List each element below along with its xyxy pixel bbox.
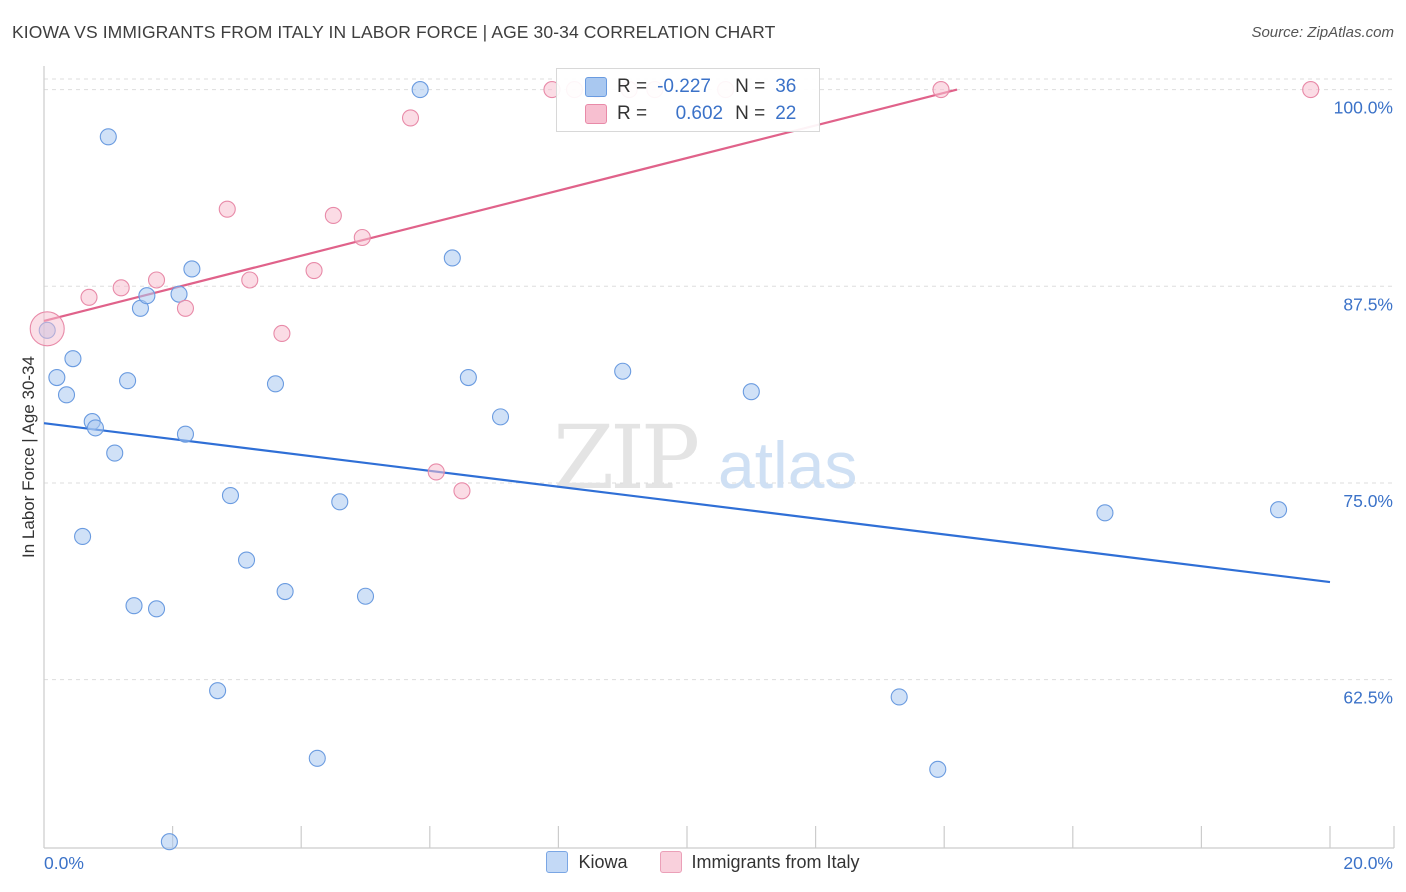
kiowa-point [74,527,92,546]
stats-row-kiowa: R = -0.227 N = 36 [557,73,796,101]
italy-point [353,228,371,247]
italy-point [218,200,236,218]
kiowa-point [125,597,143,615]
y-tick-label: 87.5% [1343,294,1393,314]
kiowa-point [929,760,947,778]
kiowa-point [614,362,632,380]
italy-legend-label: Immigrants from Italy [691,851,860,872]
italy-point [176,299,195,317]
kiowa-point [86,419,104,437]
stats-legend: R = -0.227 N = 36 R = 0.602 N = 22 [556,68,820,132]
n-value: 36 [775,76,797,97]
chart-title: KIOWA VS IMMIGRANTS FROM ITALY IN LABOR … [12,22,776,42]
r-label: R = [617,103,648,124]
kiowa-swatch [585,77,607,97]
kiowa-point [209,682,227,700]
y-tick-label: 100.0% [1334,98,1393,118]
kiowa-point [64,350,82,368]
stats-row-italy: R = 0.602 N = 22 [557,100,796,128]
kiowa-point [237,551,256,569]
italy-point [29,311,65,347]
kiowa-point [331,493,349,511]
n-label: N = [735,103,766,124]
italy-point [273,324,291,343]
italy-swatch [585,104,607,124]
italy-point [1302,81,1320,99]
kiowa-point [276,582,294,601]
kiowa-point [119,372,137,390]
kiowa-point [443,249,461,267]
kiowa-point [99,128,117,146]
legend-item-kiowa[interactable]: Kiowa [546,851,628,873]
kiowa-point [106,444,124,462]
kiowa-point [57,386,76,404]
kiowa-legend-swatch [546,851,569,873]
kiowa-point [308,749,326,767]
watermark-zip: ZIP [553,406,698,509]
watermark-atlas: atlas [718,428,857,502]
italy-legend-swatch [659,851,682,873]
kiowa-point [1270,501,1288,519]
kiowa-point [491,408,510,426]
italy-point [427,463,445,481]
source-label: Source: ZipAtlas.com [1251,24,1394,41]
kiowa-point [160,833,178,851]
y-tick-label: 62.5% [1343,688,1393,708]
r-value: -0.227 [657,76,711,97]
italy-point [80,288,98,306]
kiowa-point [221,486,240,505]
kiowa-point [147,600,166,618]
italy-point [453,482,471,500]
italy-point [241,271,259,289]
kiowa-point [356,587,375,605]
kiowa-trend-line [43,422,1331,584]
n-label: N = [735,76,766,97]
x-tick-label: 0.0% [44,853,84,873]
kiowa-point [1096,504,1114,522]
italy-point [112,279,130,297]
italy-point [324,206,342,225]
x-tick-label: 20.0% [1343,853,1393,873]
kiowa-point [48,368,66,387]
r-label: R = [617,76,648,97]
italy-point [305,261,323,280]
italy-point [932,81,950,99]
kiowa-point [742,383,760,401]
n-value: 22 [775,103,797,124]
kiowa-point [183,260,201,278]
kiowa-point [459,368,477,387]
r-value: 0.602 [675,103,724,124]
kiowa-point [411,81,429,99]
series-legend: Kiowa Immigrants from Italy [0,851,1406,873]
kiowa-point [138,287,156,305]
y-axis-title: In Labor Force | Age 30-34 [19,356,38,558]
legend-item-italy[interactable]: Immigrants from Italy [659,851,860,873]
kiowa-legend-label: Kiowa [578,851,628,872]
italy-point [401,109,420,127]
kiowa-point [176,425,195,443]
y-tick-label: 75.0% [1343,491,1393,511]
kiowa-point [266,375,285,393]
kiowa-point [890,688,908,706]
italy-point [147,271,166,289]
kiowa-point [170,285,188,303]
